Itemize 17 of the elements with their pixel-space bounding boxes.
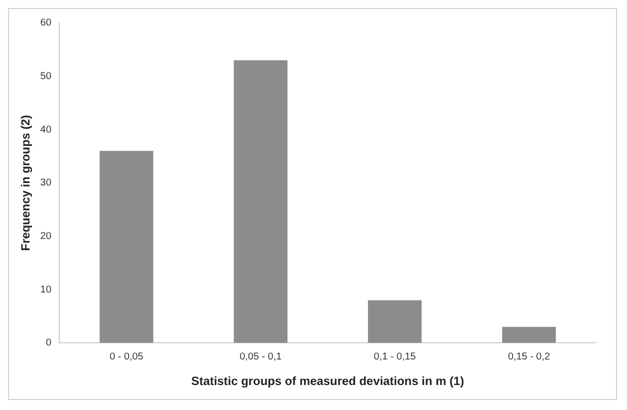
bar <box>100 150 154 343</box>
x-tick-label: 0,15 - 0,2 <box>508 352 550 363</box>
y-tick-label: 60 <box>40 18 52 29</box>
y-axis-title: Frequency in groups (2) <box>18 114 32 251</box>
y-tick-label: 30 <box>40 178 52 189</box>
y-tick-label: 50 <box>40 71 52 82</box>
x-tick-label: 0,05 - 0,1 <box>240 352 282 363</box>
y-tick-label: 0 <box>46 338 52 349</box>
x-axis-title: Statistic groups of measured deviations in m (1) <box>191 374 464 388</box>
x-tick-label: 0,1 - 0,15 <box>374 352 416 363</box>
bar <box>502 326 556 343</box>
y-tick-label: 10 <box>40 284 52 296</box>
y-tick-label: 40 <box>40 124 52 136</box>
y-tick-label: 20 <box>40 230 52 242</box>
bar <box>234 60 288 343</box>
bar <box>368 300 422 343</box>
x-tick-label: 0 - 0,05 <box>110 352 144 363</box>
